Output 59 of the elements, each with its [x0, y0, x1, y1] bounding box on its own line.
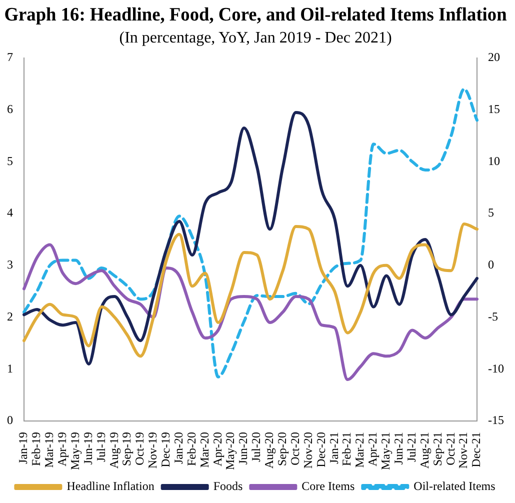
x-tick-label: Jun-19 [80, 432, 95, 465]
chart-subtitle: (In percentage, YoY, Jan 2019 - Dec 2021) [119, 30, 392, 47]
legend-label: Foods [213, 479, 244, 494]
y2-tick-label: -15 [488, 413, 504, 428]
y2-tick-label: 20 [488, 50, 500, 64]
y2-tick-label: -5 [488, 309, 498, 324]
x-tick-label: Sep-20 [275, 432, 290, 466]
y-tick-label: 2 [7, 309, 13, 324]
x-tick-label: Jun-20 [236, 432, 250, 465]
x-tick-label: Mar-20 [197, 432, 212, 468]
x-tick-label: Jul-19 [94, 432, 108, 462]
y2-tick-label: 15 [488, 102, 500, 116]
x-tick-label: Jan-20 [171, 432, 186, 464]
x-tick-label: Dec-21 [469, 432, 484, 468]
x-tick-label: Mar-19 [42, 432, 56, 468]
x-tick-label: Nov-21 [456, 432, 470, 469]
x-tick-label: Aug-21 [417, 432, 432, 469]
y-tick-label: 5 [7, 154, 13, 168]
legend-label: Headline Inflation [66, 479, 154, 494]
x-tick-label: Oct-20 [288, 432, 302, 466]
y-tick-label: 7 [7, 50, 13, 64]
y-tick-label: 0 [7, 413, 13, 428]
line-series [22, 222, 479, 358]
legend-label: Oil-related Items [414, 479, 496, 494]
x-tick-label: Nov-19 [146, 432, 160, 469]
y2-tick-label: 5 [488, 206, 494, 220]
x-tick-label: Feb-20 [184, 432, 198, 466]
x-tick-label: Aug-20 [262, 432, 276, 469]
x-tick-label: Sep-21 [430, 432, 444, 466]
x-tick-label: Jul-20 [249, 432, 264, 462]
x-tick-label: Apr-19 [54, 432, 69, 466]
x-tick-label: Oct-21 [443, 432, 458, 466]
y-tick-label: 1 [7, 361, 13, 376]
x-tick-label: Aug-19 [106, 432, 121, 469]
x-tick-label: Jan-21 [326, 432, 341, 464]
y-tick-label: 6 [7, 102, 13, 116]
x-tick-label: Jan-19 [16, 432, 30, 464]
chart-title: Graph 16: Headline, Food, Core, and Oil-related Items Inflation [4, 4, 508, 26]
x-tick-label: Apr-21 [366, 432, 380, 466]
legend-label: Core Items [302, 479, 355, 494]
x-tick-label: Apr-20 [210, 432, 224, 466]
x-tick-label: Feb-21 [340, 432, 354, 466]
x-tick-label: Oct-19 [132, 432, 147, 466]
x-tick-label: Jul-21 [404, 432, 418, 462]
x-tick-label: Feb-19 [29, 432, 44, 466]
x-tick-label: Mar-21 [352, 432, 367, 468]
y2-tick-label: 10 [488, 154, 500, 168]
x-tick-label: May-19 [68, 432, 82, 470]
y-tick-label: 3 [7, 258, 13, 272]
x-tick-label: May-21 [378, 432, 393, 470]
x-tick-label: Nov-20 [300, 432, 315, 469]
x-tick-label: May-20 [223, 432, 238, 470]
x-tick-label: Jun-21 [392, 432, 406, 465]
y2-tick-label: -10 [488, 361, 504, 376]
x-tick-label: Dec-19 [158, 432, 173, 468]
x-tick-label: Sep-19 [120, 432, 134, 466]
y-tick-label: 4 [7, 206, 13, 220]
y2-tick-label: 0 [488, 258, 494, 272]
x-tick-label: Dec-20 [314, 432, 328, 468]
